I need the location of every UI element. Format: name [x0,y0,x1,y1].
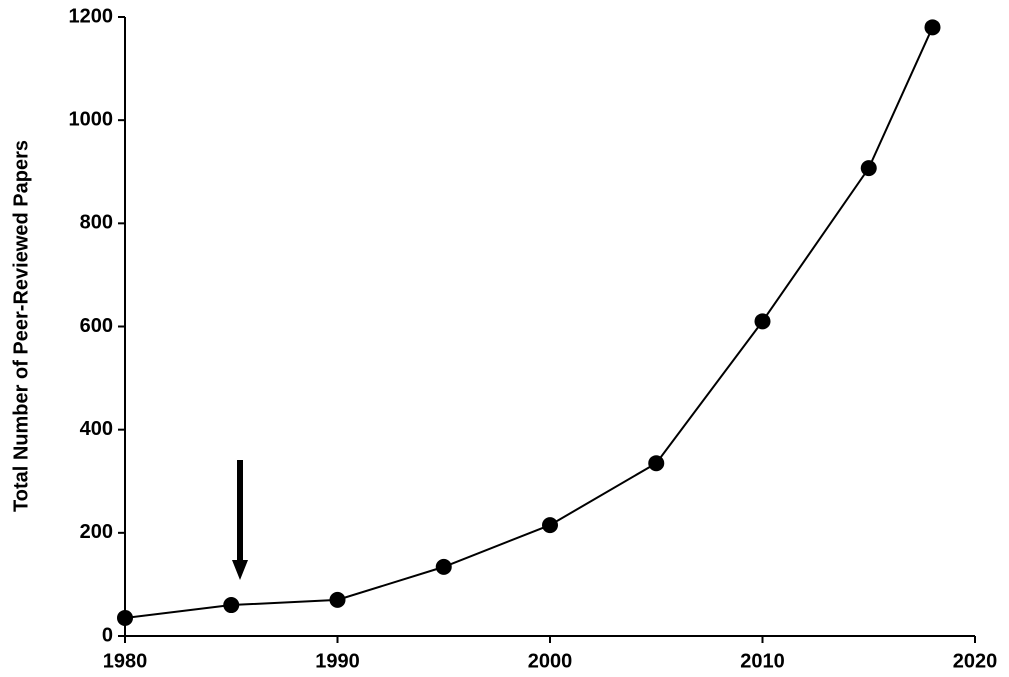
point [117,609,133,626]
x-tick-label: 1990 [315,650,360,672]
y-tick-label: 600 [80,315,113,337]
point [329,591,346,608]
x-tick-label: 2000 [528,650,573,672]
y-axis-label: Total Number of Peer-Reviewed Papers [10,140,32,512]
x-tick-label: 2010 [740,650,785,672]
point [223,597,240,614]
line [124,26,934,619]
point [435,558,452,575]
arrow-annotation [232,460,248,580]
y-tick-label: 0 [102,624,113,646]
y-tick-label: 800 [80,212,113,234]
y-tick-label: 1200 [69,5,114,27]
y-tick-label: 400 [80,418,113,440]
point [648,455,665,472]
x-tick-label: 1980 [103,650,148,672]
point [542,517,558,534]
point [754,313,771,330]
point [860,160,877,177]
y-tick-label: 200 [80,521,113,543]
point [924,19,941,36]
x-tick-label: 2020 [953,650,998,672]
y-tick-label: 1000 [69,108,114,130]
